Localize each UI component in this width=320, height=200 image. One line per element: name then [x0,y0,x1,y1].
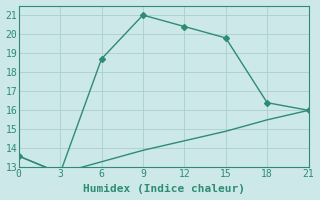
X-axis label: Humidex (Indice chaleur): Humidex (Indice chaleur) [83,184,244,194]
